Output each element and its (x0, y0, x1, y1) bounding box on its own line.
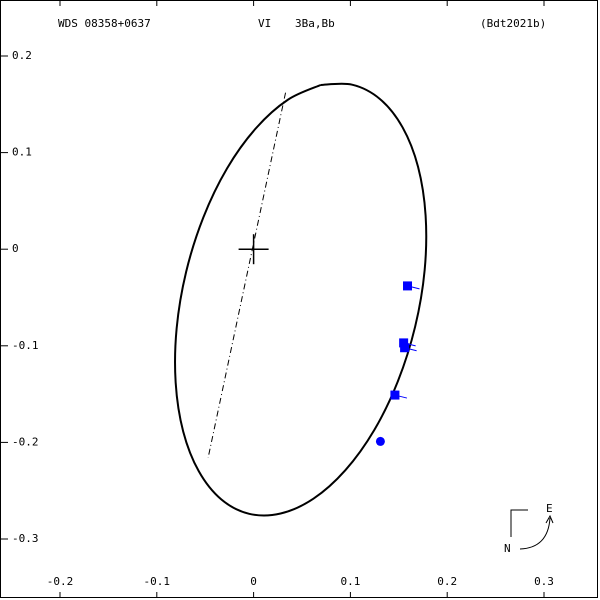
compass-arrow (519, 517, 551, 550)
compass-frame (510, 509, 528, 537)
observation (399, 338, 409, 348)
x-tick-label: 0 (250, 575, 257, 588)
compass-arrowhead (545, 514, 554, 524)
x-tick-label: 0.3 (534, 575, 554, 588)
component: 3Ba,Bb (295, 17, 335, 30)
y-tick-label: 0 (12, 242, 19, 255)
chart-title: WDS 08358+0637 (58, 17, 151, 30)
y-tick-label: -0.2 (12, 435, 39, 448)
x-tick-label: 0.1 (340, 575, 360, 588)
node-line (207, 92, 287, 458)
speckle-observation (375, 436, 385, 446)
x-tick-label: -0.2 (47, 575, 74, 588)
y-tick-label: 0.2 (12, 49, 32, 62)
observation (403, 281, 413, 291)
observation (390, 390, 400, 400)
y-tick-label: -0.3 (12, 532, 39, 545)
compass-east: E (546, 502, 553, 515)
x-tick-label: 0.2 (437, 575, 457, 588)
grade: VI (258, 17, 271, 30)
observation (400, 343, 410, 353)
y-tick-label: 0.1 (12, 146, 32, 159)
y-tick-label: -0.1 (12, 339, 39, 352)
compass-north: N (504, 542, 511, 555)
reference: (Bdt2021b) (480, 17, 546, 30)
orbit (174, 82, 428, 517)
x-tick-label: -0.1 (144, 575, 171, 588)
